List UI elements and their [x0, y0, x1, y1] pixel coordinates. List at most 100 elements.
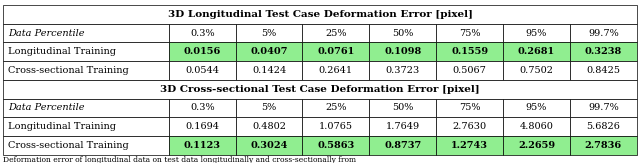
Text: 50%: 50%: [392, 29, 413, 37]
Bar: [503, 24, 570, 42]
Text: 95%: 95%: [526, 29, 547, 37]
Bar: [436, 24, 503, 42]
Text: 25%: 25%: [325, 29, 347, 37]
Bar: [303, 24, 369, 42]
Bar: [236, 24, 303, 42]
Bar: [369, 61, 436, 80]
Bar: [369, 42, 436, 61]
Text: 0.0407: 0.0407: [250, 47, 288, 56]
Text: 0.1424: 0.1424: [252, 66, 286, 75]
Bar: [3, 136, 169, 155]
Text: Longitudinal Training: Longitudinal Training: [8, 47, 116, 56]
Bar: [503, 42, 570, 61]
Text: 3D Cross-sectional Test Case Deformation Error [pixel]: 3D Cross-sectional Test Case Deformation…: [160, 85, 480, 94]
Text: 99.7%: 99.7%: [588, 29, 619, 37]
Text: 1.0765: 1.0765: [319, 122, 353, 131]
Bar: [169, 136, 236, 155]
Bar: [503, 99, 570, 117]
Bar: [570, 24, 637, 42]
Bar: [503, 117, 570, 136]
Bar: [369, 136, 436, 155]
Bar: [169, 61, 236, 80]
Text: Deformation error of longitudinal data on test data longitudinally and cross-sec: Deformation error of longitudinal data o…: [3, 156, 356, 163]
Bar: [3, 80, 637, 99]
Bar: [3, 42, 169, 61]
Bar: [570, 61, 637, 80]
Text: 0.3%: 0.3%: [190, 29, 214, 37]
Text: 50%: 50%: [392, 104, 413, 112]
Text: 5.6826: 5.6826: [586, 122, 620, 131]
Text: Data Percentile: Data Percentile: [8, 29, 85, 37]
Text: 0.1098: 0.1098: [384, 47, 421, 56]
Bar: [436, 61, 503, 80]
Bar: [570, 136, 637, 155]
Bar: [169, 42, 236, 61]
Bar: [236, 61, 303, 80]
Bar: [570, 117, 637, 136]
Bar: [436, 136, 503, 155]
Bar: [169, 117, 236, 136]
Bar: [3, 117, 169, 136]
Text: 0.5863: 0.5863: [317, 141, 355, 150]
Text: 0.0156: 0.0156: [184, 47, 221, 56]
Text: 0.5067: 0.5067: [452, 66, 486, 75]
Text: 0.0544: 0.0544: [185, 66, 219, 75]
Bar: [436, 117, 503, 136]
Bar: [436, 99, 503, 117]
Text: 25%: 25%: [325, 104, 347, 112]
Text: 0.3024: 0.3024: [250, 141, 288, 150]
Bar: [169, 99, 236, 117]
Text: 0.8737: 0.8737: [384, 141, 421, 150]
Text: 1.7649: 1.7649: [386, 122, 420, 131]
Bar: [570, 99, 637, 117]
Text: 0.2641: 0.2641: [319, 66, 353, 75]
Bar: [303, 42, 369, 61]
Bar: [3, 24, 169, 42]
Text: 2.7630: 2.7630: [452, 122, 486, 131]
Text: 75%: 75%: [459, 104, 481, 112]
Bar: [369, 24, 436, 42]
Text: 0.0761: 0.0761: [317, 47, 355, 56]
Text: 1.2743: 1.2743: [451, 141, 488, 150]
Text: Longitudinal Training: Longitudinal Training: [8, 122, 116, 131]
Bar: [3, 99, 169, 117]
Bar: [236, 42, 303, 61]
Bar: [303, 99, 369, 117]
Text: 0.3723: 0.3723: [386, 66, 420, 75]
Bar: [503, 136, 570, 155]
Bar: [236, 117, 303, 136]
Bar: [503, 61, 570, 80]
Bar: [169, 24, 236, 42]
Text: 0.8425: 0.8425: [586, 66, 620, 75]
Text: Cross-sectional Training: Cross-sectional Training: [8, 141, 129, 150]
Bar: [369, 117, 436, 136]
Text: 0.4802: 0.4802: [252, 122, 286, 131]
Bar: [236, 136, 303, 155]
Bar: [570, 42, 637, 61]
Text: 0.2681: 0.2681: [518, 47, 555, 56]
Text: 0.3%: 0.3%: [190, 104, 214, 112]
Bar: [236, 99, 303, 117]
Text: 95%: 95%: [526, 104, 547, 112]
Bar: [303, 136, 369, 155]
Text: 5%: 5%: [261, 29, 276, 37]
Bar: [303, 61, 369, 80]
Text: Cross-sectional Training: Cross-sectional Training: [8, 66, 129, 75]
Text: 99.7%: 99.7%: [588, 104, 619, 112]
Text: 0.1559: 0.1559: [451, 47, 488, 56]
Bar: [3, 61, 169, 80]
Bar: [303, 117, 369, 136]
Text: 2.2659: 2.2659: [518, 141, 555, 150]
Text: 2.7836: 2.7836: [585, 141, 622, 150]
Bar: [3, 5, 637, 24]
Text: Data Percentile: Data Percentile: [8, 104, 85, 112]
Bar: [436, 42, 503, 61]
Text: 75%: 75%: [459, 29, 481, 37]
Text: 0.1123: 0.1123: [184, 141, 221, 150]
Text: 0.1694: 0.1694: [185, 122, 219, 131]
Text: 3D Longitudinal Test Case Deformation Error [pixel]: 3D Longitudinal Test Case Deformation Er…: [168, 10, 472, 19]
Text: 4.8060: 4.8060: [520, 122, 554, 131]
Bar: [369, 99, 436, 117]
Text: 0.3238: 0.3238: [585, 47, 622, 56]
Text: 5%: 5%: [261, 104, 276, 112]
